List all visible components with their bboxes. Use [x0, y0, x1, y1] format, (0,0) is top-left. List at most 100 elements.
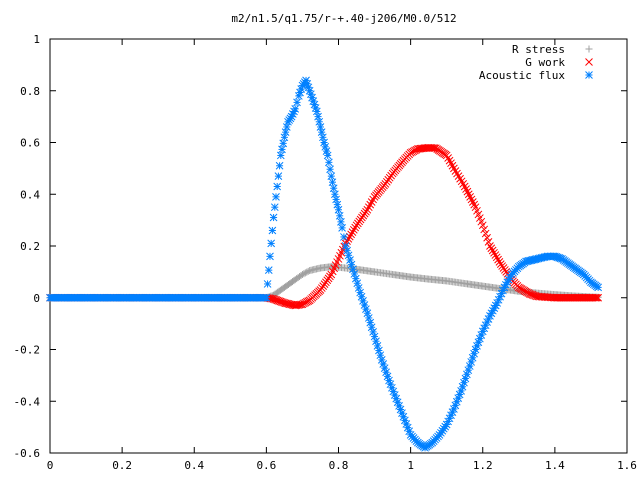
- data-point: [530, 291, 538, 300]
- y-tick-label: 1: [33, 33, 40, 46]
- data-point: [488, 246, 497, 255]
- data-point: [363, 309, 372, 318]
- data-point: [344, 251, 353, 260]
- data-point: [376, 351, 385, 360]
- data-point: [316, 123, 325, 131]
- data-point: [430, 144, 439, 152]
- data-point: [463, 187, 472, 196]
- data-point: [315, 117, 324, 126]
- data-point: [297, 85, 306, 93]
- data-point: [370, 332, 379, 341]
- data-point: [357, 292, 366, 301]
- data-point: [280, 133, 289, 142]
- data-point: [349, 225, 358, 234]
- data-point: [364, 314, 373, 322]
- data-point: [268, 226, 277, 235]
- data-point: [345, 232, 354, 241]
- data-point: [276, 151, 285, 160]
- axis-ticks: [49, 38, 628, 454]
- data-points: [46, 76, 603, 452]
- data-point: [275, 297, 283, 305]
- x-axis-tick-labels: 0 0.2 0.4 0.6 0.8 1 1.2 1.4 1.6: [47, 459, 637, 472]
- data-point: [326, 165, 334, 174]
- x-tick-label: 0.6: [256, 459, 276, 472]
- data-point: [462, 185, 470, 193]
- data-point: [484, 238, 493, 246]
- data-point: [466, 192, 474, 201]
- y-tick-label: -0.6: [14, 447, 41, 460]
- plot-frame: [49, 38, 628, 454]
- x-tick-label: 1.2: [473, 459, 493, 472]
- data-point: [372, 337, 380, 346]
- data-point: [301, 269, 309, 277]
- data-point: [492, 253, 501, 262]
- data-point: [325, 158, 333, 167]
- data-point: [527, 290, 535, 299]
- legend-label: Acoustic flux: [479, 69, 565, 82]
- y-tick-label: -0.2: [14, 344, 41, 357]
- data-point: [360, 301, 369, 309]
- data-point: [295, 300, 304, 309]
- data-point: [373, 342, 382, 350]
- data-point: [375, 346, 383, 355]
- data-point: [464, 190, 473, 199]
- data-point: [470, 349, 478, 358]
- y-tick-label: 0.2: [20, 240, 40, 253]
- data-point: [269, 295, 278, 303]
- data-point: [351, 223, 360, 232]
- data-point: [269, 213, 278, 222]
- data-point: [267, 239, 276, 248]
- x-tick-label: 0: [47, 459, 54, 472]
- legend-marker: [585, 71, 593, 79]
- data-point: [300, 270, 308, 278]
- data-point: [331, 190, 339, 199]
- data-point: [495, 257, 504, 266]
- data-point: [350, 270, 359, 278]
- data-point: [478, 221, 487, 230]
- data-point: [525, 290, 534, 298]
- data-point: [327, 172, 336, 180]
- data-point: [340, 233, 348, 241]
- y-tick-label: 0.8: [20, 85, 40, 98]
- data-point: [467, 195, 476, 204]
- data-point: [468, 198, 477, 206]
- x-tick-label: 1.6: [617, 459, 637, 472]
- data-point: [470, 200, 479, 209]
- legend-marker: [585, 58, 593, 66]
- data-point: [298, 270, 306, 278]
- data-point: [480, 225, 489, 234]
- data-point: [291, 105, 300, 113]
- legend-label: G work: [525, 56, 565, 69]
- data-point: [275, 161, 284, 170]
- data-point: [297, 300, 305, 309]
- data-point: [274, 172, 283, 180]
- data-point: [338, 224, 346, 232]
- data-point: [329, 184, 338, 193]
- y-tick-label: 0: [33, 292, 40, 305]
- data-point: [278, 145, 286, 154]
- legend-label: R stress: [512, 43, 565, 56]
- data-point: [334, 205, 343, 214]
- data-point: [272, 192, 280, 201]
- series-2: [46, 143, 603, 310]
- data-point: [494, 255, 502, 264]
- data-point: [528, 291, 537, 299]
- data-point: [346, 256, 354, 264]
- data-point: [319, 133, 327, 142]
- data-point: [348, 228, 357, 236]
- y-tick-label: 0.4: [20, 188, 40, 201]
- data-point: [279, 139, 288, 148]
- data-point: [354, 284, 363, 292]
- data-point: [273, 296, 282, 305]
- data-point: [273, 182, 282, 191]
- data-point: [460, 378, 468, 387]
- data-point: [491, 251, 500, 259]
- data-point: [592, 293, 601, 302]
- data-point: [481, 229, 490, 238]
- data-point: [353, 279, 362, 288]
- data-point: [362, 305, 370, 313]
- data-point: [487, 244, 496, 253]
- data-point: [369, 328, 377, 336]
- data-point: [461, 374, 470, 383]
